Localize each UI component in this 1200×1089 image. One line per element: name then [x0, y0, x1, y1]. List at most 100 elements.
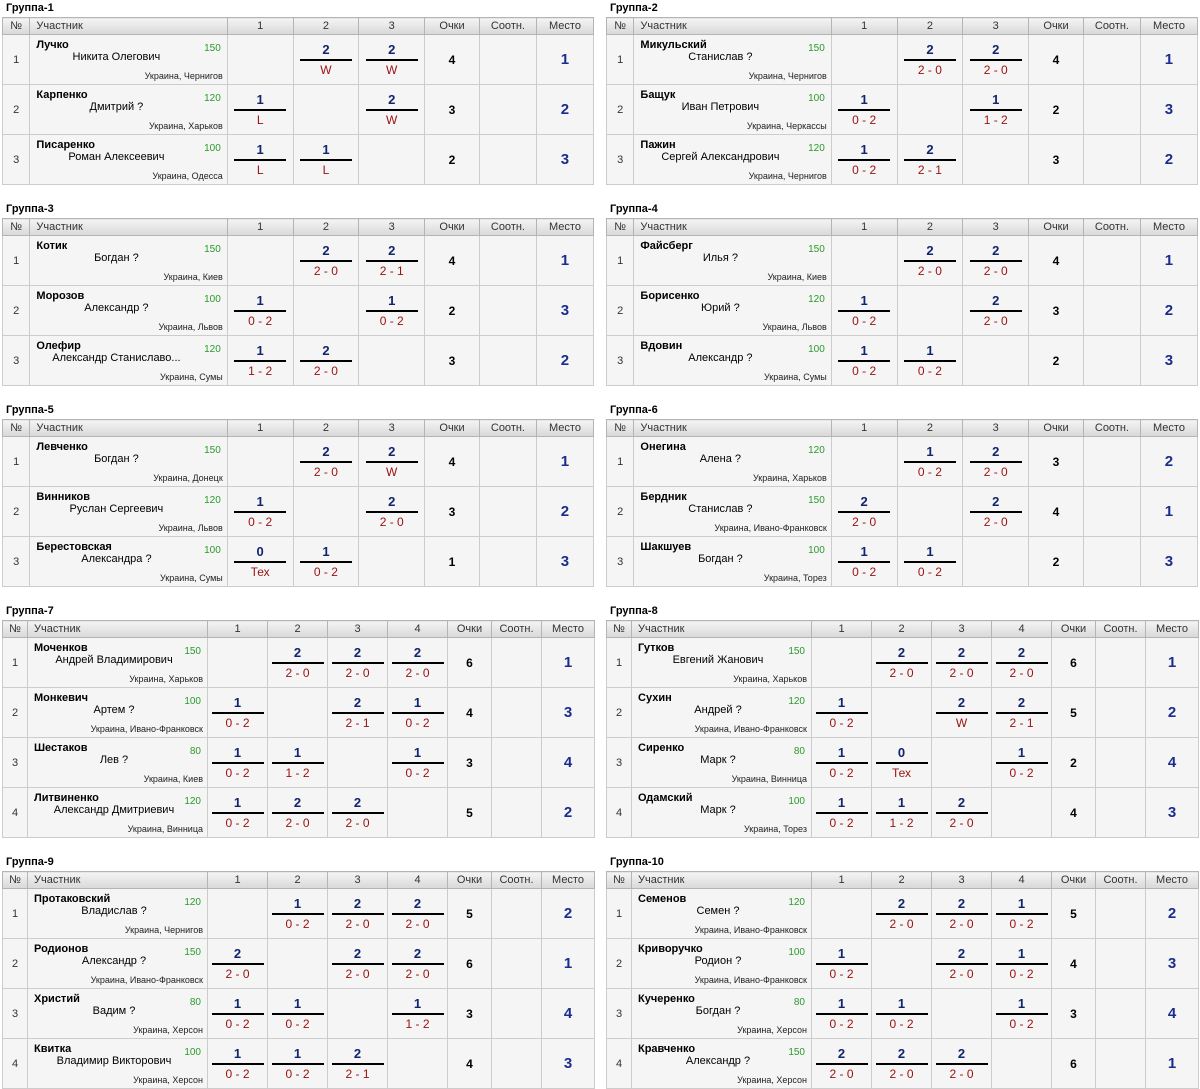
match-result-cell[interactable]: 1 0 - 2 [811, 988, 872, 1039]
header-points[interactable]: Очки [1028, 218, 1084, 236]
match-result-cell[interactable]: 1 0 - 2 [267, 1038, 328, 1089]
player-surname[interactable]: Литвиненко [34, 792, 99, 804]
header-ratio[interactable]: Соотн. [491, 620, 542, 638]
header-opponent-col[interactable]: 1 [226, 419, 294, 437]
match-result-cell[interactable]: 1 0 - 2 [207, 988, 268, 1039]
match-result-cell[interactable]: 2 2 - 0 [830, 486, 898, 537]
header-opponent-col[interactable]: 1 [226, 17, 294, 35]
player-surname[interactable]: Морозов [36, 290, 85, 302]
player-cell[interactable]: Шестаков Лев ? 80 Украина, Киев [27, 737, 208, 788]
header-opponent-col[interactable]: 1 [830, 17, 898, 35]
header-place[interactable]: Место [1145, 871, 1199, 889]
player-surname[interactable]: Моченков [34, 642, 88, 654]
match-result-cell[interactable]: 0 Тех [871, 737, 932, 788]
player-cell[interactable]: Олефир Александр Станиславо... 120 Украина,… [29, 335, 228, 386]
player-cell[interactable]: Борисенко Юрий ? 120 Украина, Львов [633, 285, 832, 336]
match-result-cell[interactable]: 1 0 - 2 [292, 536, 360, 587]
match-result-cell[interactable]: 2 2 - 1 [896, 134, 964, 185]
player-cell[interactable]: Бащук Иван Петрович 100 Украина, Черкассы [633, 84, 832, 135]
match-result-cell[interactable]: 2 2 - 0 [962, 34, 1030, 85]
header-opponent-col[interactable]: 1 [226, 218, 294, 236]
player-surname[interactable]: Сиренко [638, 742, 685, 754]
match-result-cell[interactable]: 2 2 - 0 [962, 436, 1030, 487]
player-surname[interactable]: Гутков [638, 642, 675, 654]
match-result-cell[interactable]: 1 0 - 2 [207, 687, 268, 738]
header-ratio[interactable]: Соотн. [491, 871, 542, 889]
player-surname[interactable]: Шакшуев [640, 541, 692, 553]
match-result-cell[interactable]: 1 0 - 2 [896, 436, 964, 487]
match-result-cell[interactable]: 2 2 - 0 [387, 888, 448, 939]
player-cell[interactable]: Шакшуев Богдан ? 100 Украина, Торез [633, 536, 832, 587]
header-place[interactable]: Место [1145, 620, 1199, 638]
player-cell[interactable]: Сиренко Марк ? 80 Украина, Винница [631, 737, 812, 788]
header-ratio[interactable]: Соотн. [478, 17, 537, 35]
match-result-cell[interactable]: 1 1 - 2 [387, 988, 448, 1039]
player-cell[interactable]: Моченков Андрей Владимирович 150 Украина, Х… [27, 637, 208, 688]
match-result-cell[interactable]: 2 2 - 0 [327, 938, 388, 989]
header-ratio[interactable]: Соотн. [1095, 620, 1146, 638]
match-result-cell[interactable]: 2 2 - 0 [931, 787, 992, 838]
player-cell[interactable]: Родионов Александр ? 150 Украина, Ивано-Фра… [27, 938, 208, 989]
match-result-cell[interactable]: 1 0 - 2 [991, 988, 1052, 1039]
match-result-cell[interactable]: 2 2 - 0 [387, 637, 448, 688]
header-opponent-col[interactable]: 3 [931, 871, 992, 889]
match-result-cell[interactable]: 2 2 - 0 [931, 1038, 992, 1089]
match-result-cell[interactable]: 2 2 - 1 [327, 687, 388, 738]
header-points[interactable]: Очки [447, 871, 492, 889]
header-ratio[interactable]: Соотн. [1082, 218, 1141, 236]
match-result-cell[interactable]: 2 2 - 0 [327, 787, 388, 838]
header-opponent-col[interactable]: 1 [207, 620, 268, 638]
match-result-cell[interactable]: 2 2 - 0 [871, 1038, 932, 1089]
match-result-cell[interactable]: 1 0 - 2 [226, 285, 294, 336]
match-result-cell[interactable]: 1 0 - 2 [896, 335, 964, 386]
header-points[interactable]: Очки [424, 419, 480, 437]
match-result-cell[interactable]: 1 0 - 2 [830, 84, 898, 135]
header-num[interactable]: № [2, 620, 28, 638]
player-surname[interactable]: Бердник [640, 491, 687, 503]
match-result-cell[interactable]: 1 0 - 2 [991, 938, 1052, 989]
match-result-cell[interactable]: 1 0 - 2 [267, 888, 328, 939]
match-result-cell[interactable]: 1 0 - 2 [871, 988, 932, 1039]
header-opponent-col[interactable]: 1 [207, 871, 268, 889]
header-opponent-col[interactable]: 2 [292, 17, 360, 35]
player-cell[interactable]: Берестовская Александра ? 100 Украина, Сумы [29, 536, 228, 587]
header-player[interactable]: Участник [633, 17, 832, 35]
match-result-cell[interactable]: 1 0 - 2 [811, 687, 872, 738]
header-opponent-col[interactable]: 3 [358, 419, 426, 437]
header-opponent-col[interactable]: 4 [387, 620, 448, 638]
match-result-cell[interactable]: 1 0 - 2 [387, 687, 448, 738]
player-cell[interactable]: Писаренко Роман Алексеевич 100 Украина, Оде… [29, 134, 228, 185]
match-result-cell[interactable]: 1 0 - 2 [226, 486, 294, 537]
player-surname[interactable]: Карпенко [36, 89, 88, 101]
match-result-cell[interactable]: 1 0 - 2 [991, 888, 1052, 939]
match-result-cell[interactable]: 2 2 - 1 [991, 687, 1052, 738]
player-surname[interactable]: Котик [36, 240, 68, 252]
player-surname[interactable]: Монкевич [34, 692, 89, 704]
player-cell[interactable]: Микульский Станислав ? 150 Украина, Черниго… [633, 34, 832, 85]
player-cell[interactable]: Сухин Андрей ? 120 Украина, Ивано-Франковск [631, 687, 812, 738]
match-result-cell[interactable]: 2 2 - 1 [358, 235, 426, 286]
match-result-cell[interactable]: 1 0 - 2 [811, 737, 872, 788]
header-opponent-col[interactable]: 2 [267, 871, 328, 889]
player-surname[interactable]: Одамский [638, 792, 693, 804]
header-opponent-col[interactable]: 3 [358, 218, 426, 236]
match-result-cell[interactable]: 1 0 - 2 [991, 737, 1052, 788]
player-cell[interactable]: Онегина Алена ? 120 Украина, Харьков [633, 436, 832, 487]
player-surname[interactable]: Берестовская [36, 541, 112, 553]
match-result-cell[interactable]: 1 0 - 2 [387, 737, 448, 788]
match-result-cell[interactable]: 2 2 - 0 [896, 34, 964, 85]
header-opponent-col[interactable]: 3 [962, 17, 1030, 35]
header-opponent-col[interactable]: 1 [830, 419, 898, 437]
header-ratio[interactable]: Соотн. [1082, 419, 1141, 437]
header-opponent-col[interactable]: 3 [327, 871, 388, 889]
player-cell[interactable]: Файсберг Илья ? 150 Украина, Киев [633, 235, 832, 286]
match-result-cell[interactable]: 2 2 - 0 [896, 235, 964, 286]
header-player[interactable]: Участник [27, 871, 208, 889]
player-cell[interactable]: Криворучко Родион ? 100 Украина, Ивано-Фран… [631, 938, 812, 989]
player-cell[interactable]: Литвиненко Александр Дмитриевич 120 Украина… [27, 787, 208, 838]
header-num[interactable]: № [1, 218, 31, 236]
match-result-cell[interactable]: 2 2 - 0 [387, 938, 448, 989]
